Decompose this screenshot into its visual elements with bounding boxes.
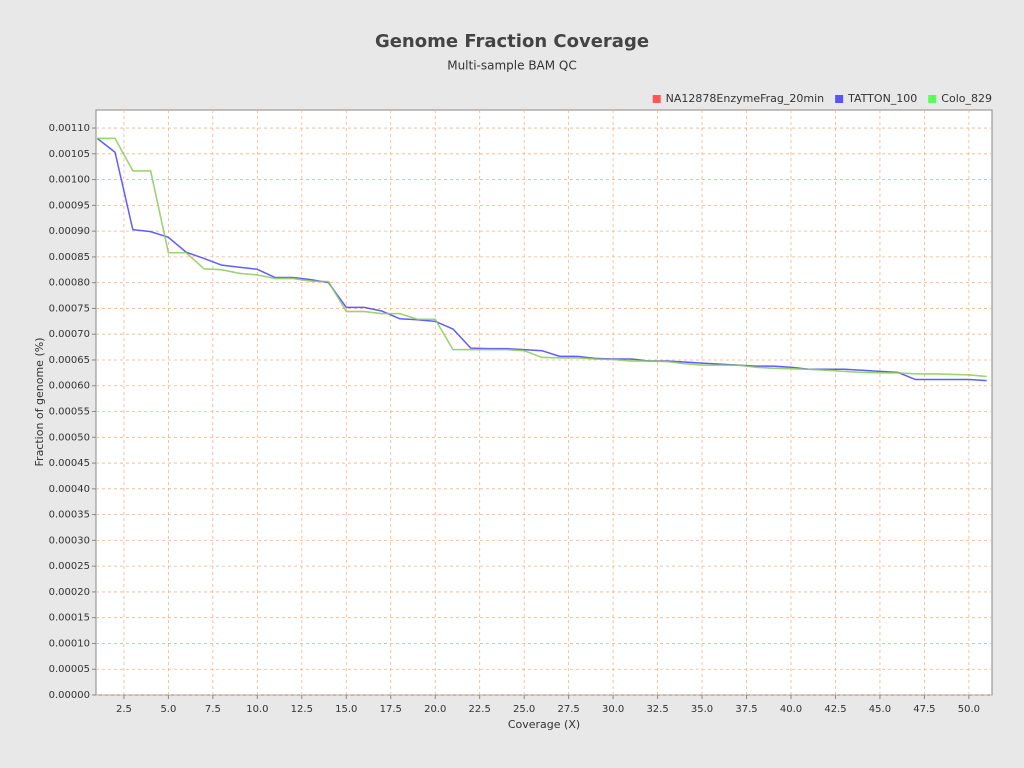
legend-label: NA12878EnzymeFrag_20min	[666, 92, 824, 105]
y-tick-label: 0.00035	[49, 510, 90, 521]
y-tick-label: 0.00025	[49, 561, 90, 572]
x-tick-label: 50.0	[958, 704, 980, 715]
y-tick-label: 0.00105	[49, 149, 90, 160]
legend-label: Colo_829	[941, 92, 992, 105]
x-tick-label: 7.5	[205, 704, 221, 715]
x-tick-label: 40.0	[780, 704, 802, 715]
x-tick-label: 20.0	[424, 704, 446, 715]
series-line	[96, 137, 987, 382]
series-line	[97, 137, 987, 378]
x-axis-label: Coverage (X)	[508, 718, 580, 731]
legend-swatch	[835, 95, 844, 103]
chart-subtitle: Multi-sample BAM QC	[447, 59, 577, 73]
x-tick-label: 45.0	[869, 704, 891, 715]
y-tick-label: 0.00085	[49, 252, 90, 263]
y-tick-label: 0.00090	[49, 226, 90, 237]
x-tick-label: 25.0	[513, 704, 535, 715]
legend-label: TATTON_100	[847, 92, 917, 105]
x-tick-label: 17.5	[380, 704, 402, 715]
x-tick-label: 2.5	[116, 704, 132, 715]
y-tick-label: 0.00100	[49, 175, 90, 186]
plot-area	[95, 109, 993, 696]
x-tick-label: 42.5	[824, 704, 846, 715]
x-tick-label: 15.0	[335, 704, 357, 715]
y-tick-label: 0.00020	[49, 587, 90, 598]
x-tick-label: 32.5	[646, 704, 668, 715]
y-tick-label: 0.00080	[49, 278, 90, 289]
y-tick-label: 0.00000	[49, 690, 90, 701]
x-tick-label: 5.0	[160, 704, 176, 715]
y-tick-label: 0.00065	[49, 355, 90, 366]
y-tick-label: 0.00110	[49, 123, 90, 134]
x-tick-label: 27.5	[558, 704, 580, 715]
y-tick-label: 0.00050	[49, 432, 90, 443]
y-tick-label: 0.00055	[49, 407, 90, 418]
y-tick-label: 0.00060	[49, 381, 90, 392]
legend-swatch	[652, 95, 661, 103]
y-tick-label: 0.00010	[49, 638, 90, 649]
x-tick-label: 35.0	[691, 704, 713, 715]
y-tick-label: 0.00030	[49, 535, 90, 546]
x-tick-label: 22.5	[469, 704, 491, 715]
chart-title: Genome Fraction Coverage	[375, 31, 649, 52]
y-axis-label: Fraction of genome (%)	[33, 338, 46, 467]
y-tick-label: 0.00095	[49, 200, 90, 211]
y-tick-label: 0.00070	[49, 329, 90, 340]
x-tick-label: 12.5	[291, 704, 313, 715]
x-tick-label: 30.0	[602, 704, 624, 715]
y-tick-label: 0.00045	[49, 458, 90, 469]
x-tick-label: 37.5	[735, 704, 757, 715]
y-tick-label: 0.00015	[49, 613, 90, 624]
legend-swatch	[928, 95, 937, 103]
x-tick-label: 47.5	[913, 704, 935, 715]
y-tick-label: 0.00075	[49, 303, 90, 314]
y-tick-label: 0.00005	[49, 664, 90, 675]
y-tick-label: 0.00040	[49, 484, 90, 495]
x-tick-label: 10.0	[246, 704, 268, 715]
